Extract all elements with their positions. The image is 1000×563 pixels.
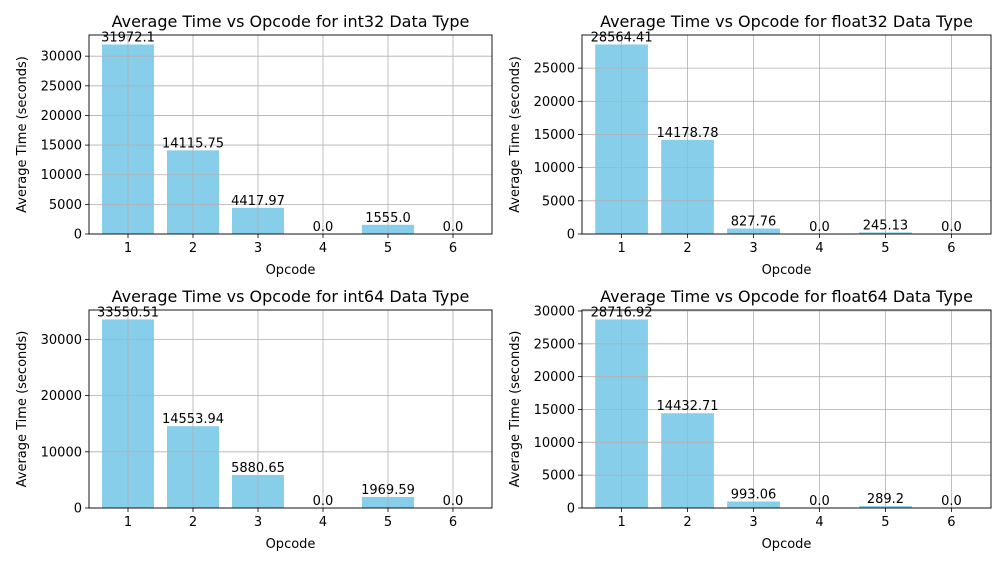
bar-value-label: 0.0: [443, 220, 464, 235]
y-tick-label: 25000: [41, 79, 82, 94]
y-tick-label: 0: [74, 228, 82, 243]
y-tick-label: 0: [74, 502, 82, 517]
bar-value-label: 0.0: [313, 494, 334, 509]
bar-value-label: 289.2: [867, 492, 904, 507]
bar-value-label: 1969.59: [361, 483, 415, 498]
x-tick-label: 1: [617, 241, 625, 256]
y-tick-label: 15000: [534, 128, 575, 143]
y-axis-label: Average Time (seconds): [15, 56, 30, 213]
y-tick-label: 10000: [534, 161, 575, 176]
bar-value-label: 993.06: [731, 487, 777, 502]
y-tick-label: 30000: [534, 305, 575, 320]
bar-value-label: 14553.94: [162, 412, 224, 427]
x-tick-label: 4: [319, 241, 327, 256]
x-axis-label: Opcode: [266, 263, 316, 278]
y-tick-label: 25000: [534, 337, 575, 352]
x-tick-label: 3: [254, 241, 262, 256]
y-axis-label: Average Time (seconds): [15, 331, 30, 488]
bar-value-label: 14432.71: [657, 399, 719, 414]
chart-title: Average Time vs Opcode for int32 Data Ty…: [112, 12, 470, 31]
x-tick-label: 4: [815, 515, 823, 530]
x-tick-label: 1: [617, 515, 625, 530]
bar-value-label: 31972.1: [101, 30, 155, 45]
y-tick-label: 10000: [41, 445, 82, 460]
bar-value-label: 0.0: [941, 220, 962, 235]
axes-frame: [88, 34, 493, 235]
chart-panel-3: 1 2 3 4 5 6 0 10000 20000 30000 33550.51 14553.94 58…: [15, 287, 493, 552]
y-tick-label: 25000: [534, 62, 575, 77]
x-tick-label: 2: [683, 515, 691, 530]
x-tick-label: 6: [947, 515, 955, 530]
x-tick-label: 6: [449, 241, 457, 256]
bar-value-label: 245.13: [863, 218, 909, 233]
chart-panel-4: 1 2 3 4 5 6 0 5000 10000 15000 20000 25000 30000 2871…: [508, 287, 992, 552]
axes-frame: [88, 309, 493, 509]
x-tick-label: 5: [384, 515, 392, 530]
x-tick-label: 5: [881, 241, 889, 256]
bar-value-label: 33550.51: [97, 305, 159, 320]
chart-panel-2: 1 2 3 4 5 6 0 5000 10000 15000 20000 25000 28564.41 1…: [508, 12, 992, 278]
chart-title: Average Time vs Opcode for int64 Data Ty…: [112, 287, 470, 306]
bar-value-label: 0.0: [941, 494, 962, 509]
y-axis-label: Average Time (seconds): [508, 331, 523, 488]
bar-value-label: 14115.75: [162, 136, 224, 151]
bar-value-label: 827.76: [731, 215, 777, 230]
x-tick-label: 2: [683, 241, 691, 256]
y-tick-label: 5000: [49, 198, 82, 213]
y-tick-label: 5000: [542, 469, 575, 484]
y-tick-label: 20000: [534, 95, 575, 110]
y-tick-label: 15000: [534, 403, 575, 418]
y-tick-label: 0: [567, 228, 575, 243]
bar-value-label: 14178.78: [657, 126, 719, 141]
x-tick-label: 5: [384, 241, 392, 256]
x-tick-label: 3: [749, 515, 757, 530]
y-tick-label: 5000: [542, 194, 575, 209]
y-tick-label: 20000: [534, 370, 575, 385]
x-tick-label: 6: [947, 241, 955, 256]
x-tick-label: 2: [189, 241, 197, 256]
y-tick-label: 10000: [41, 168, 82, 183]
axes-frame: [581, 309, 992, 509]
bar-value-label: 5880.65: [231, 461, 285, 476]
bar-value-label: 0.0: [443, 494, 464, 509]
x-tick-label: 4: [319, 515, 327, 530]
x-axis-label: Opcode: [762, 263, 812, 278]
y-tick-label: 30000: [41, 50, 82, 65]
x-axis-label: Opcode: [762, 537, 812, 552]
x-axis-label: Opcode: [266, 537, 316, 552]
bar-value-label: 28564.41: [591, 30, 653, 45]
chart-title: Average Time vs Opcode for float64 Data …: [600, 287, 973, 306]
x-tick-label: 3: [749, 241, 757, 256]
chart-panel-1: 1 2 3 4 5 6 0 5000 10000 15000 20000 25000 30000 3197…: [15, 12, 493, 278]
x-tick-label: 6: [449, 515, 457, 530]
y-tick-label: 20000: [41, 389, 82, 404]
y-tick-label: 30000: [41, 333, 82, 348]
bar-value-label: 0.0: [809, 220, 830, 235]
y-tick-label: 15000: [41, 139, 82, 154]
bar-value-label: 28716.92: [591, 305, 653, 320]
x-tick-label: 3: [254, 515, 262, 530]
bar-value-label: 0.0: [809, 494, 830, 509]
x-tick-label: 1: [124, 241, 132, 256]
x-tick-label: 1: [124, 515, 132, 530]
y-tick-label: 10000: [534, 436, 575, 451]
bar-value-label: 1555.0: [365, 211, 411, 226]
chart-title: Average Time vs Opcode for float32 Data …: [600, 12, 973, 31]
x-tick-label: 2: [189, 515, 197, 530]
bar-value-label: 0.0: [313, 220, 334, 235]
bar-value-label: 4417.97: [231, 194, 285, 209]
y-axis-label: Average Time (seconds): [508, 56, 523, 213]
x-tick-label: 5: [881, 515, 889, 530]
y-tick-label: 20000: [41, 109, 82, 124]
y-tick-label: 0: [567, 502, 575, 517]
x-tick-label: 4: [815, 241, 823, 256]
